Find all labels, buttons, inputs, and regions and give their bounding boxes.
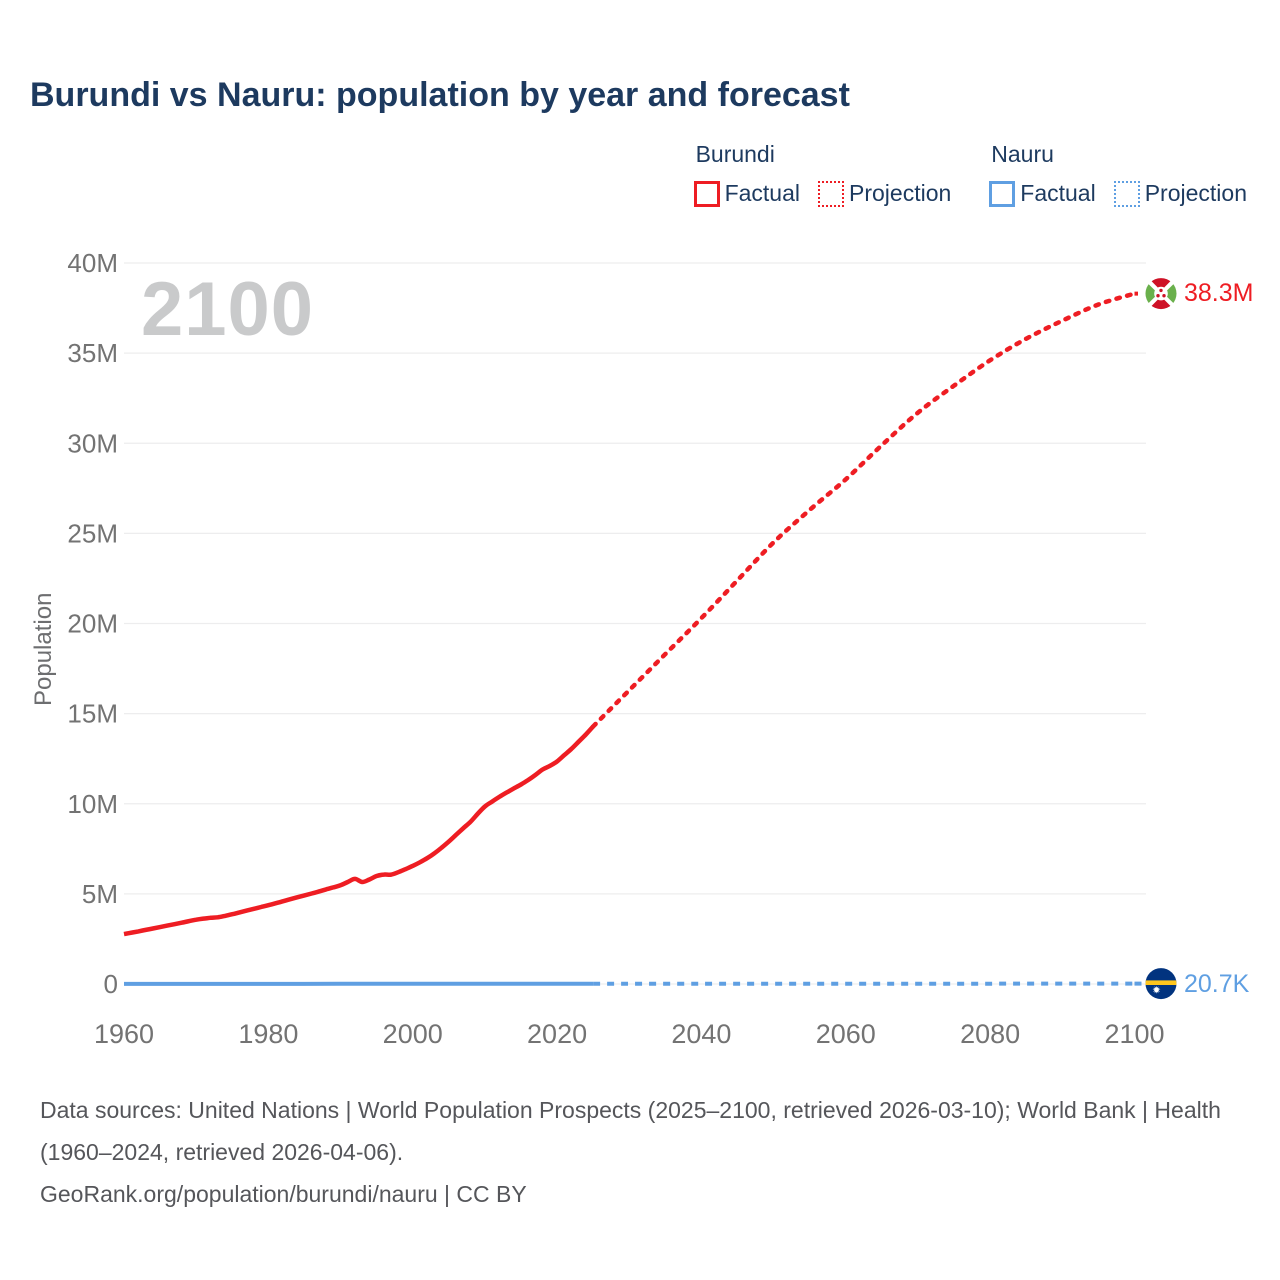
- legend: Burundi Factual Projection Nauru Factual…: [693, 141, 1247, 207]
- y-tick-label: 20M: [67, 609, 118, 639]
- y-tick-label: 25M: [67, 518, 118, 548]
- legend-item-burundi-factual[interactable]: Factual: [693, 180, 800, 207]
- legend-item-nauru-factual[interactable]: Factual: [989, 180, 1096, 207]
- attribution-text: GeoRank.org/population/burundi/nauru | C…: [40, 1181, 527, 1207]
- legend-item-nauru-projection[interactable]: Projection: [1113, 180, 1247, 207]
- y-tick-label: 40M: [67, 248, 118, 278]
- nauru-end-value-label: 20.7K: [1184, 970, 1250, 998]
- solid-line-swatch-icon: [989, 180, 1016, 207]
- legend-group-burundi: Burundi Factual Projection: [693, 141, 951, 207]
- legend-group-nauru: Nauru Factual Projection: [989, 141, 1247, 207]
- y-tick-label: 35M: [67, 338, 118, 368]
- y-tick-label: 10M: [67, 789, 118, 819]
- x-tick-label: 2080: [960, 1019, 1020, 1049]
- x-tick-label: 2060: [816, 1019, 876, 1049]
- legend-item-label: Factual: [724, 180, 800, 206]
- dotted-line-swatch-icon: [1113, 180, 1140, 207]
- x-tick-label: 1980: [238, 1019, 298, 1049]
- x-tick-label: 2000: [383, 1019, 443, 1049]
- legend-group-title: Burundi: [695, 141, 775, 167]
- legend-item-label: Projection: [1144, 180, 1247, 206]
- gridlines: [124, 262, 1146, 985]
- solid-line-swatch-icon: [693, 180, 720, 207]
- x-tick-label: 2020: [527, 1019, 587, 1049]
- burundi-flag-icon: [1145, 278, 1177, 310]
- nauru-star: [1152, 985, 1161, 994]
- y-tick-label: 0: [104, 969, 118, 999]
- dotted-line-swatch-icon: [818, 180, 844, 207]
- legend-item-label: Factual: [1020, 180, 1096, 206]
- chart-footer: Data sources: United Nations | World Pop…: [40, 1089, 1225, 1215]
- series-lines: [123, 291, 1161, 986]
- burundi-end-value-label: 38.3M: [1184, 279, 1254, 307]
- y-tick-label: 30M: [67, 428, 118, 458]
- x-tick-label: 2040: [671, 1019, 731, 1049]
- nauru-flag-icon: [1145, 968, 1177, 1000]
- y-axis-tick-labels: 0 5M 10M 15M 20M 25M 30M 35M 40M: [67, 248, 118, 999]
- x-axis-tick-labels: 1960 1980 2000 2020 2040 2060 2080 2100: [94, 1019, 1165, 1049]
- y-tick-label: 15M: [67, 699, 118, 729]
- legend-group-title: Nauru: [991, 141, 1054, 167]
- legend-item-label: Projection: [849, 180, 952, 206]
- series-burundi-projection: [590, 291, 1137, 729]
- y-tick-label: 5M: [82, 879, 118, 909]
- legend-item-burundi-projection[interactable]: Projection: [818, 180, 951, 207]
- x-tick-label: 1960: [94, 1019, 154, 1049]
- data-sources-text: Data sources: United Nations | World Pop…: [40, 1097, 1221, 1165]
- page-title: Burundi vs Nauru: population by year and…: [30, 76, 850, 114]
- series-burundi-factual: [123, 724, 595, 937]
- x-tick-label: 2100: [1104, 1019, 1164, 1049]
